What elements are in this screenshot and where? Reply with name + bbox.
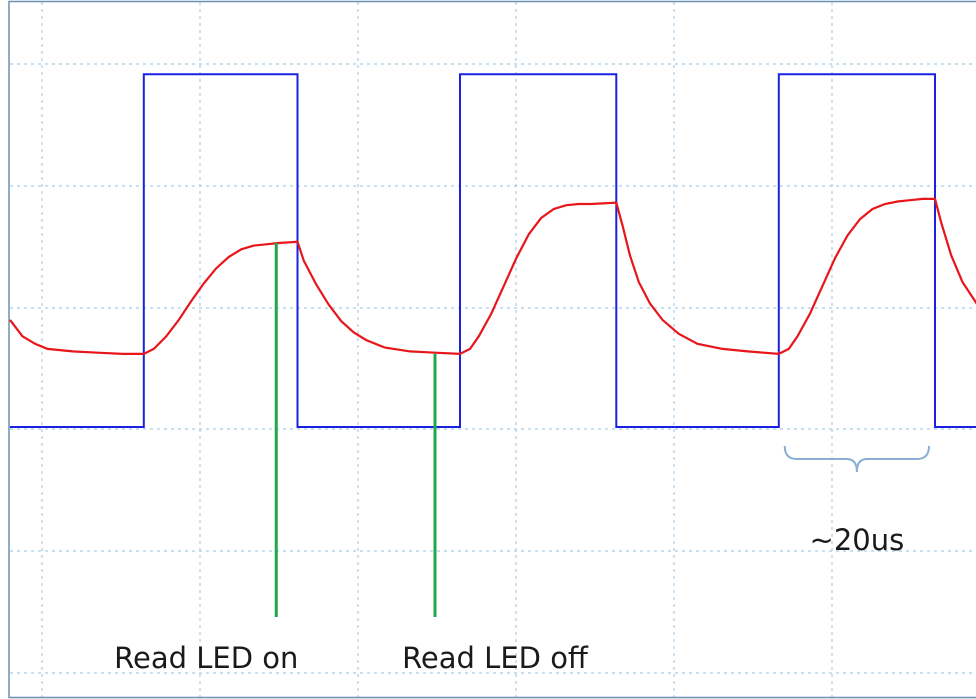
- read-led-off-label: Read LED off: [402, 641, 589, 675]
- square-wave-trace: [10, 73, 976, 428]
- response-trace: [9, 197, 976, 356]
- grid: [10, 2, 976, 697]
- read-led-on-label: Read LED on: [114, 641, 298, 675]
- period-label: ~20us: [810, 523, 905, 557]
- period-bracket: [783, 445, 930, 473]
- scope-frame: [8, 0, 976, 699]
